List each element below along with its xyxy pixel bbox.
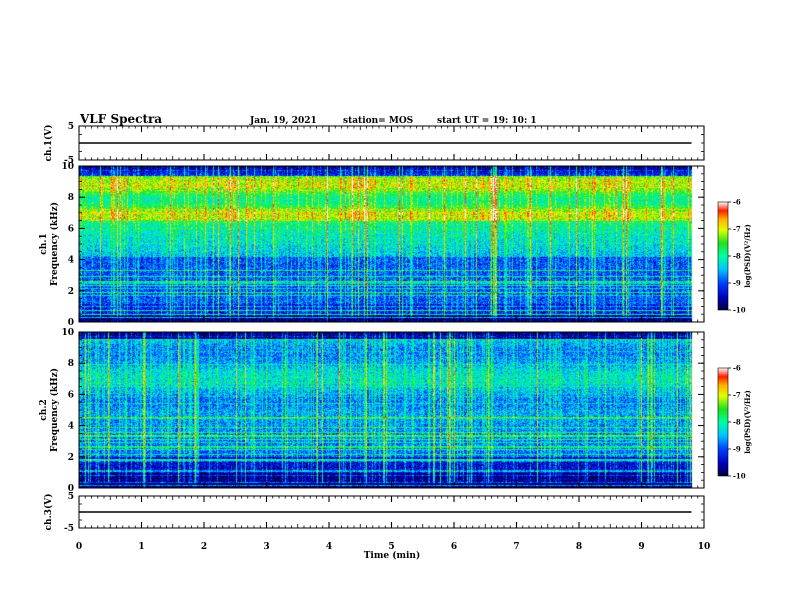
time-xtick-label: 6 — [451, 542, 457, 552]
panel1-ytick-label: 10 — [61, 162, 74, 172]
ch1-channel-label: ch.1 — [39, 233, 49, 254]
colorbar-tick-label: -6 — [733, 198, 741, 207]
time-xtick-label: 7 — [513, 542, 519, 552]
date-label: Jan. 19, 2021 — [249, 116, 317, 126]
colorbar-tick-label: -10 — [733, 306, 746, 315]
time-xtick-label: 4 — [326, 542, 332, 552]
ch2-colorbar-label: log(PSD)(V²/Hz) — [743, 390, 752, 454]
station-label: station= MOS — [343, 116, 413, 126]
colorbar-tick-label: -8 — [733, 252, 741, 261]
ch1-voltage-ylabel: ch.1(V) — [43, 125, 54, 162]
panel3-ytick-label: 5 — [68, 492, 74, 502]
colorbar-tick-label: -7 — [733, 391, 741, 400]
ch2-frequency-ylabel: Frequency (kHz) — [49, 368, 60, 452]
ch2-spectrogram-image — [79, 332, 704, 488]
panel2-ytick-label: 10 — [61, 328, 74, 338]
ch2-channel-label: ch.2 — [39, 399, 49, 420]
panel2-ytick-label: 8 — [68, 359, 74, 369]
ch1-colorbar-scale — [717, 201, 729, 311]
panel0-ytick-label: -5 — [64, 156, 74, 166]
panel2-ytick-label: 4 — [68, 422, 74, 432]
panel2-ytick-label: 2 — [68, 453, 74, 463]
colorbar-tick-label: -10 — [733, 472, 746, 481]
time-xtick-label: 1 — [138, 542, 144, 552]
ch1-colorbar-label: log(PSD)(V²/Hz) — [743, 224, 752, 288]
time-xtick-label: 5 — [388, 542, 394, 552]
colorbar-tick-label: -9 — [733, 445, 741, 454]
time-xtick-label: 10 — [698, 542, 711, 552]
time-xtick-label: 9 — [638, 542, 644, 552]
panel3-ytick-label: -5 — [64, 524, 74, 534]
ch2-colorbar-scale — [717, 367, 729, 477]
panel1-ytick-label: 0 — [68, 318, 74, 328]
colorbar-tick-label: -7 — [733, 225, 741, 234]
time-xtick-label: 0 — [76, 542, 82, 552]
panel2-ytick-label: 6 — [68, 390, 74, 400]
colorbar-tick-label: -8 — [733, 418, 741, 427]
ch1-spectrogram-panel — [79, 166, 704, 322]
figure-title: VLF Spectra — [79, 112, 162, 126]
colorbar-tick-label: -9 — [733, 279, 741, 288]
ch2-colorbar: -6 -7 -8 -9 -10 log(PSD)(V²/Hz) — [717, 364, 752, 481]
panel1-ytick-label: 8 — [68, 193, 74, 203]
colorbar-tick-label: -6 — [733, 364, 741, 373]
ch1-colorbar: -6 -7 -8 -9 -10 log(PSD)(V²/Hz) — [717, 198, 752, 315]
ch1-spectrogram-image — [79, 166, 704, 322]
panel1-ytick-label: 4 — [68, 256, 74, 266]
start-time-label: start UT = 19: 10: 1 — [437, 116, 537, 126]
panel1-ytick-label: 6 — [68, 224, 74, 234]
ch3-voltage-ylabel: ch.3(V) — [43, 494, 54, 531]
panel1-ytick-label: 2 — [68, 287, 74, 297]
time-xtick-label: 2 — [201, 542, 207, 552]
ch1-frequency-ylabel: Frequency (kHz) — [49, 202, 60, 286]
time-xtick-label: 8 — [576, 542, 582, 552]
panel0-ytick-label: 5 — [68, 122, 74, 132]
panel2-ytick-label: 0 — [68, 484, 74, 494]
ch2-spectrogram-panel — [79, 332, 704, 488]
time-xtick-label: 3 — [263, 542, 269, 552]
time-xlabel: Time (min) — [364, 550, 421, 561]
